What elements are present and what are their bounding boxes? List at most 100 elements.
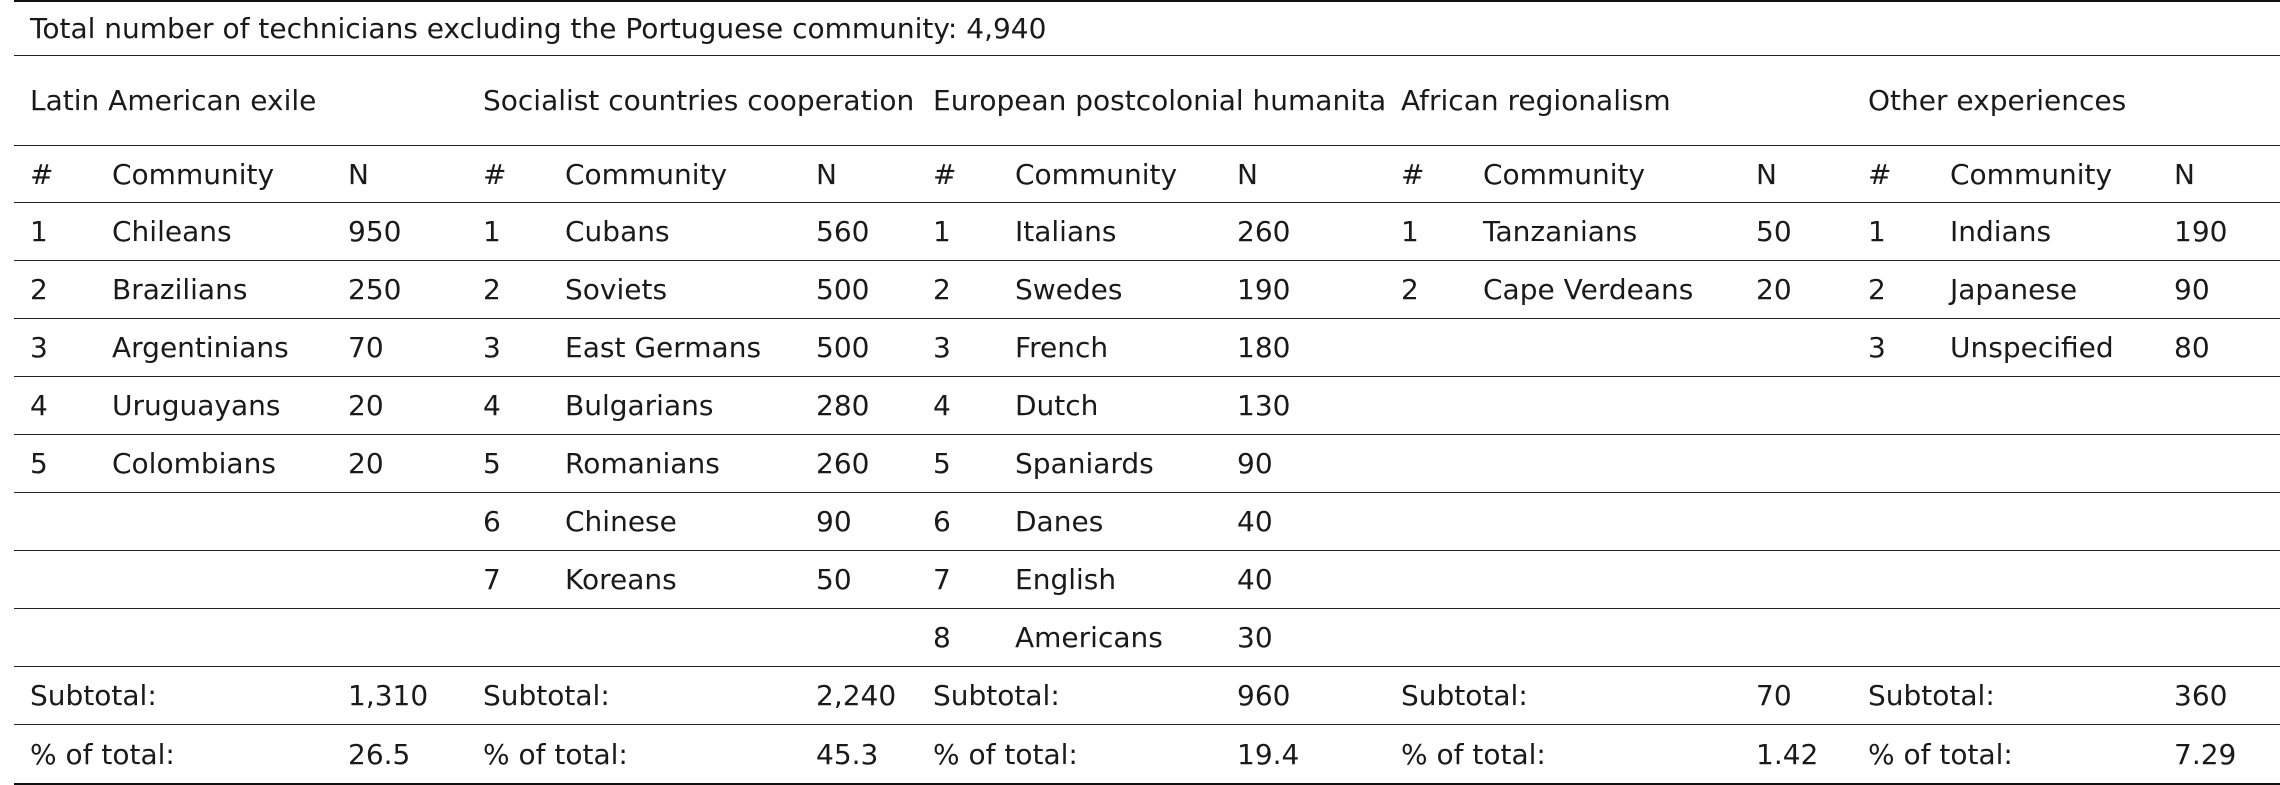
cell-community: Indians: [1934, 202, 2158, 261]
table-title: Total number of technicians excluding th…: [14, 0, 2280, 56]
cell-community: Danes: [999, 492, 1221, 551]
cell-empty: [1852, 376, 1934, 435]
column-header-num: #: [1401, 157, 1425, 191]
subtotal-label: Subtotal:: [917, 666, 1221, 725]
cell-community: Romanians: [549, 434, 800, 493]
cell-n: 190: [2158, 202, 2280, 261]
cell-num: 2: [467, 260, 549, 319]
subtotal-value: 1,310: [332, 666, 467, 725]
column-header-num: #: [483, 157, 507, 191]
cell-num: 2: [1385, 260, 1467, 319]
table-row: 6 Chinese 90 6 Danes 40: [14, 492, 2280, 551]
cell-community: Bulgarians: [549, 376, 800, 435]
cell-empty: [1467, 434, 1740, 493]
cell-community: Chinese: [549, 492, 800, 551]
cell-community: East Germans: [549, 318, 800, 377]
cell-empty: [1740, 376, 1852, 435]
table-row: 1 Chileans 950 1 Cubans 560 1 Italians 260 1 Tanza…: [14, 202, 2280, 261]
cell-n: 70: [332, 318, 467, 377]
table-row: 4 Uruguayans 20 4 Bulgarians 280 4 Dutch 130: [14, 376, 2280, 435]
cell-empty: [332, 608, 467, 667]
cell-n: 950: [332, 202, 467, 261]
group-header-row: Latin American exile Socialist countries …: [14, 55, 2280, 146]
cell-empty: [1467, 608, 1740, 667]
cell-num: 7: [917, 550, 999, 609]
column-header-n: N: [816, 157, 837, 191]
cell-num: 7: [467, 550, 549, 609]
group-header: Latin American exile: [14, 55, 467, 146]
cell-community: Soviets: [549, 260, 800, 319]
subtotal-row: Subtotal: 1,310 Subtotal: 2,240 Subtotal: 960…: [14, 666, 2280, 725]
cell-community: Unspecified: [1934, 318, 2158, 377]
group-header: Socialist countries cooperation: [467, 55, 917, 146]
cell-empty: [1385, 492, 1467, 551]
cell-num: 1: [14, 202, 96, 261]
cell-empty: [1385, 318, 1467, 377]
cell-n: 280: [800, 376, 917, 435]
cell-empty: [1740, 318, 1852, 377]
cell-n: 90: [800, 492, 917, 551]
cell-community: Swedes: [999, 260, 1221, 319]
cell-num: 3: [14, 318, 96, 377]
column-header-n: N: [1756, 157, 1777, 191]
cell-n: 190: [1221, 260, 1385, 319]
percent-label: % of total:: [1852, 724, 2158, 785]
cell-num: 4: [14, 376, 96, 435]
cell-n: 30: [1221, 608, 1385, 667]
cell-n: 90: [1221, 434, 1385, 493]
cell-community: Dutch: [999, 376, 1221, 435]
column-header-n: N: [1237, 157, 1258, 191]
cell-num: 1: [1852, 202, 1934, 261]
cell-empty: [1740, 434, 1852, 493]
cell-community: English: [999, 550, 1221, 609]
cell-empty: [14, 608, 96, 667]
column-header-community: Community: [1015, 157, 1178, 191]
cell-empty: [1740, 550, 1852, 609]
cell-n: 250: [332, 260, 467, 319]
cell-num: 3: [917, 318, 999, 377]
column-header-community: Community: [112, 157, 275, 191]
cell-n: 260: [800, 434, 917, 493]
cell-num: 3: [467, 318, 549, 377]
cell-num: 5: [917, 434, 999, 493]
cell-n: 20: [332, 434, 467, 493]
cell-empty: [332, 550, 467, 609]
cell-num: 2: [917, 260, 999, 319]
cell-empty: [1467, 550, 1740, 609]
subtotal-label: Subtotal:: [467, 666, 800, 725]
column-header-community: Community: [1950, 157, 2113, 191]
group-header: African regionalism: [1385, 55, 1852, 146]
subtotal-value: 360: [2158, 666, 2280, 725]
cell-n: 20: [332, 376, 467, 435]
cell-n: 50: [800, 550, 917, 609]
cell-n: 560: [800, 202, 917, 261]
percent-value: 45.3: [800, 724, 917, 785]
technicians-table: Total number of technicians excluding th…: [14, 0, 2280, 785]
cell-n: 180: [1221, 318, 1385, 377]
cell-n: 130: [1221, 376, 1385, 435]
cell-num: 5: [14, 434, 96, 493]
subtotal-value: 70: [1740, 666, 1852, 725]
cell-empty: [1934, 608, 2158, 667]
column-header-n: N: [2174, 157, 2195, 191]
table-row: 2 Brazilians 250 2 Soviets 500 2 Swedes 190 2 Cape…: [14, 260, 2280, 319]
cell-community: Uruguayans: [96, 376, 332, 435]
column-header-community: Community: [1483, 157, 1646, 191]
cell-num: 4: [917, 376, 999, 435]
column-header-row: # Community N # Community N # Community N # Commun…: [14, 146, 2280, 203]
cell-num: 1: [467, 202, 549, 261]
table-row: 8 Americans 30: [14, 608, 2280, 667]
cell-num: 2: [1852, 260, 1934, 319]
cell-n: 40: [1221, 550, 1385, 609]
cell-empty: [332, 492, 467, 551]
cell-empty: [1385, 376, 1467, 435]
cell-num: 6: [467, 492, 549, 551]
cell-empty: [14, 492, 96, 551]
cell-empty: [1934, 550, 2158, 609]
cell-empty: [800, 608, 917, 667]
cell-num: 2: [14, 260, 96, 319]
percent-label: % of total:: [467, 724, 800, 785]
percent-value: 19.4: [1221, 724, 1385, 785]
cell-n: 500: [800, 318, 917, 377]
